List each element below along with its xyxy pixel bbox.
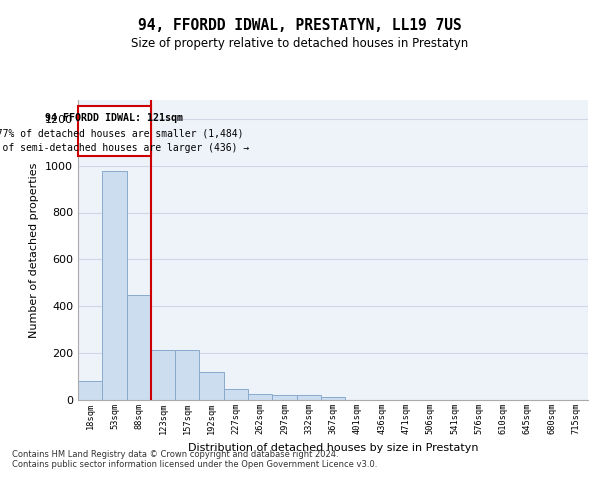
Bar	[224, 389, 248, 400]
Text: 94, FFORDD IDWAL, PRESTATYN, LL19 7US: 94, FFORDD IDWAL, PRESTATYN, LL19 7US	[138, 18, 462, 32]
Bar	[127, 294, 151, 400]
Bar	[102, 172, 127, 400]
Bar	[272, 395, 296, 400]
X-axis label: Distribution of detached houses by size in Prestatyn: Distribution of detached houses by size …	[188, 442, 478, 452]
Bar	[321, 397, 345, 400]
Text: 94 FFORDD IDWAL: 121sqm: 94 FFORDD IDWAL: 121sqm	[46, 113, 184, 123]
Bar	[78, 381, 102, 400]
Text: Contains HM Land Registry data © Crown copyright and database right 2024.
Contai: Contains HM Land Registry data © Crown c…	[12, 450, 377, 469]
FancyBboxPatch shape	[78, 106, 151, 156]
Y-axis label: Number of detached properties: Number of detached properties	[29, 162, 40, 338]
Bar	[199, 372, 224, 400]
Bar	[151, 350, 175, 400]
Bar	[248, 394, 272, 400]
Text: 23% of semi-detached houses are larger (436) →: 23% of semi-detached houses are larger (…	[0, 144, 250, 154]
Text: ← 77% of detached houses are smaller (1,484): ← 77% of detached houses are smaller (1,…	[0, 128, 244, 138]
Bar	[296, 396, 321, 400]
Text: Size of property relative to detached houses in Prestatyn: Size of property relative to detached ho…	[131, 38, 469, 51]
Bar	[175, 350, 199, 400]
